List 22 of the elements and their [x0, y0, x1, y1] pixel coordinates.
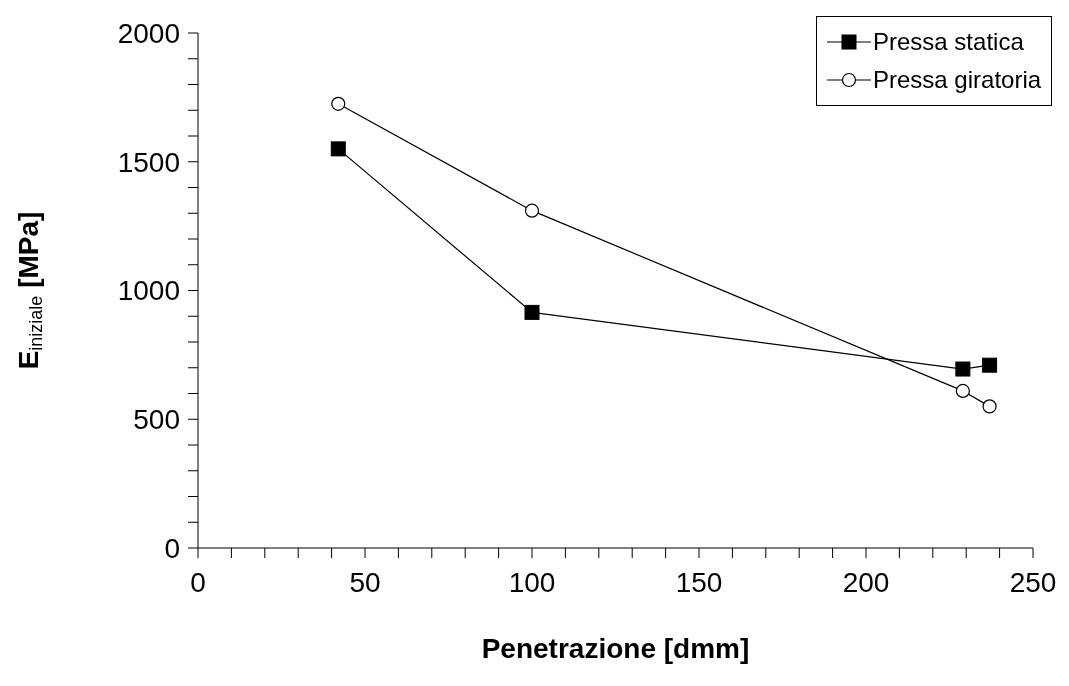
point: [524, 203, 540, 218]
y-tick-label: 1500: [117, 146, 180, 178]
x-tick-label: 200: [842, 566, 890, 598]
point: [955, 361, 971, 377]
y-tick-label: 500: [133, 404, 180, 436]
point: [330, 141, 346, 157]
legend-label: Pressa giratoria: [873, 66, 1042, 94]
point: [982, 357, 998, 373]
x-tick-label: 150: [675, 566, 723, 598]
y-tick-label: 0: [164, 532, 180, 564]
point: [524, 304, 540, 320]
x-tick-label: 50: [349, 566, 381, 598]
x-tick-label: 250: [1009, 566, 1057, 598]
x-tick-label: 100: [508, 566, 556, 598]
point: [331, 96, 346, 111]
y-tick-label: 1000: [117, 275, 180, 307]
x-axis-title: Penetrazione [dmm]: [481, 633, 750, 664]
point: [982, 399, 997, 414]
legend-label: Pressa statica: [873, 28, 1024, 56]
point: [955, 383, 970, 399]
y-tick-label: 2000: [117, 17, 180, 49]
x-tick-label: 0: [190, 566, 206, 598]
